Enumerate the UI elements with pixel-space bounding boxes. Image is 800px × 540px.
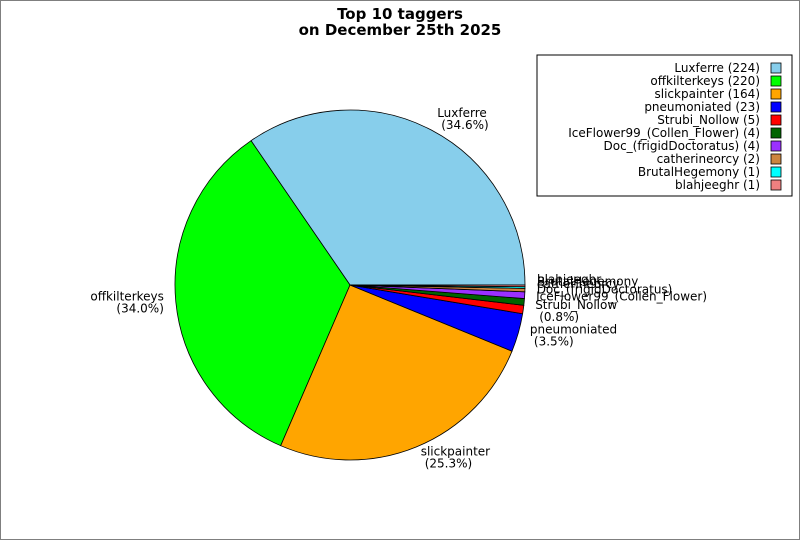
pie-labels: Luxferre (34.6%) offkilterkeys (34.0%) slick…	[90, 106, 707, 471]
legend-swatch-strubi-nollow	[770, 114, 782, 126]
legend-swatch-blahjeeghr	[770, 179, 782, 191]
legend-swatch-pneumoniated	[770, 101, 782, 113]
pie-label-slickpainter: slickpainter (25.3%)	[421, 445, 490, 471]
pie-label-brutalhegemony: BrutalHegemony	[537, 274, 638, 288]
legend-swatch-offkilterkeys	[770, 75, 782, 87]
legend-swatch-luxferre	[770, 62, 782, 74]
pie-label-luxferre: Luxferre (34.6%)	[437, 106, 488, 132]
legend-label-doc-frigiddoctoratus: Doc_(frigidDoctoratus) (4)	[604, 139, 761, 153]
legend-swatch-catherineorcy	[770, 153, 782, 165]
pie-label-offkilterkeys: offkilterkeys (34.0%)	[90, 290, 164, 316]
legend-label-luxferre: Luxferre (224)	[674, 61, 760, 75]
pie-label-strubi-nollow: Strubi_Nollow (0.8%)	[535, 298, 617, 324]
legend-label-strubi-nollow: Strubi_Nollow (5)	[657, 113, 760, 127]
legend-swatch-brutalhegemony	[770, 166, 782, 178]
chart-title-line-1: Top 10 taggers	[337, 5, 463, 23]
pie-label-catherineorcy: catherineorcy	[537, 277, 620, 291]
legend-swatch-slickpainter	[770, 88, 782, 100]
pie-slice-blahjeeghr	[349, 284, 526, 288]
legend-label-offkilterkeys: offkilterkeys (220)	[650, 74, 760, 88]
chart-title-line-2: on December 25th 2025	[298, 21, 502, 39]
legend-label-iceflower99-collen-flower: IceFlower99_(Collen_Flower) (4)	[568, 126, 760, 140]
legend: Luxferre (224)offkilterkeys (220)slickpa…	[536, 54, 793, 197]
pie-slice-luxferre	[250, 109, 526, 286]
pie-label-iceflower99-collen-flower: IceFlower99_(Collen_Flower)	[536, 290, 707, 304]
legend-label-slickpainter: slickpainter (164)	[655, 87, 760, 101]
legend-box	[536, 54, 793, 197]
legend-swatch-iceflower99-collen-flower	[770, 127, 782, 139]
pie-label-blahjeeghr: blahjeeghr	[537, 273, 601, 287]
legend-label-catherineorcy: catherineorcy (2)	[657, 152, 760, 166]
legend-swatch-doc-frigiddoctoratus	[770, 140, 782, 152]
pie-slice-offkilterkeys	[174, 140, 351, 447]
pie-label-pneumoniated: pneumoniated (3.5%)	[530, 323, 617, 349]
legend-label-brutalhegemony: BrutalHegemony (1)	[638, 165, 760, 179]
legend-label-blahjeeghr: blahjeeghr (1)	[675, 178, 760, 192]
pie-label-doc-frigiddoctoratus: Doc_(frigidDoctoratus)	[537, 283, 673, 297]
pie-slice-slickpainter	[280, 284, 513, 461]
legend-label-pneumoniated: pneumoniated (23)	[644, 100, 760, 114]
pie-slices	[174, 109, 526, 461]
chart-title: Top 10 taggers on December 25th 2025	[1, 6, 799, 38]
